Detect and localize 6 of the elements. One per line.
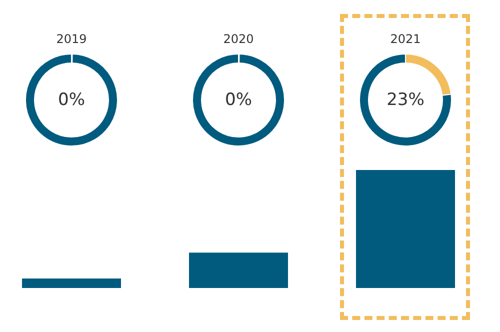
data-label: 23% xyxy=(386,90,424,110)
chart-title: 2019 xyxy=(56,32,87,46)
text: 0% xyxy=(225,90,252,110)
chart-title: 2020 xyxy=(223,32,254,46)
text: 0% xyxy=(58,90,85,110)
chart-title: 2021 xyxy=(390,32,421,46)
